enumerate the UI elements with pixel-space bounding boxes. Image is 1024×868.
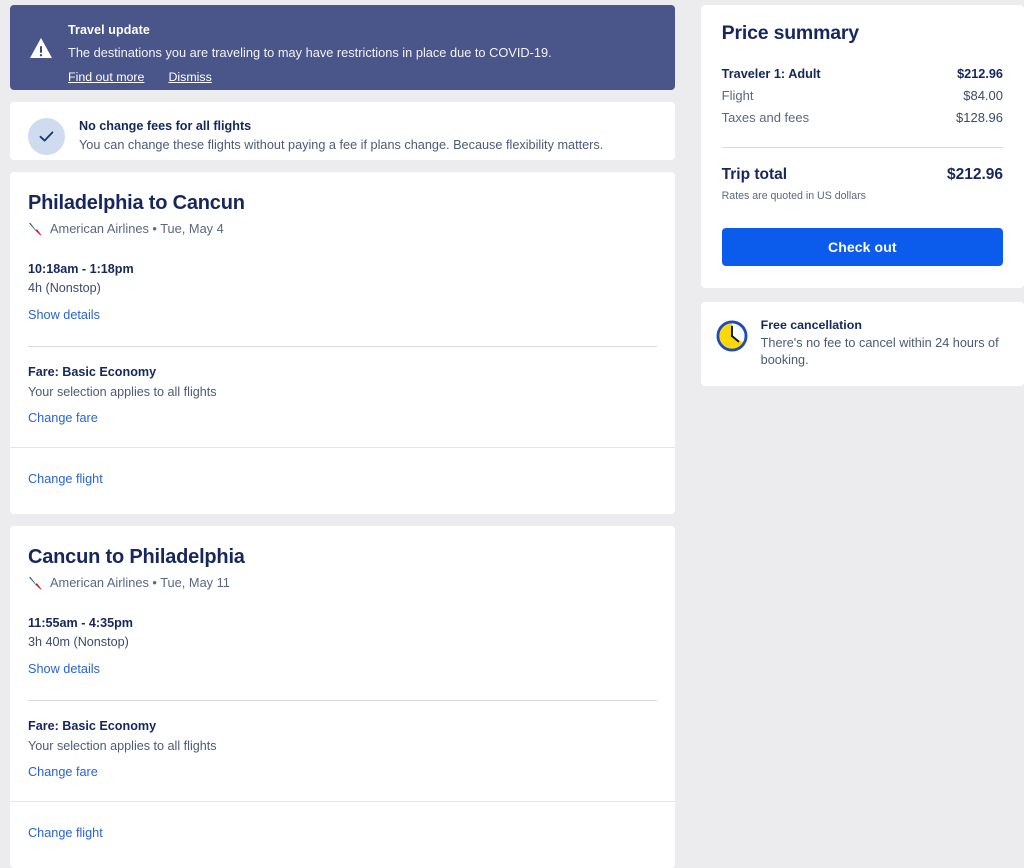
flight-summary: Cancun to Philadelphia American Airlines… (10, 526, 675, 678)
change-flight-link[interactable]: Change flight (28, 472, 103, 486)
price-row-label: Taxes and fees (721, 110, 810, 125)
travel-update-title: Travel update (68, 23, 150, 37)
fare-section: Fare: Basic Economy Your selection appli… (10, 347, 675, 447)
travel-update-text: The destinations you are traveling to ma… (68, 45, 552, 60)
no-change-fees-text: You can change these flights without pay… (79, 138, 604, 152)
flight-route-title: Cancun to Philadelphia (28, 546, 245, 568)
flight-times: 10:18am - 1:18pm (28, 262, 134, 276)
fare-subtext: Your selection applies to all flights (28, 739, 217, 753)
price-summary-card: Price summary Traveler 1: Adult $212.96 … (700, 5, 1024, 288)
fare-section: Fare: Basic Economy Your selection appli… (10, 701, 675, 801)
price-row-value: $84.00 (963, 88, 1003, 103)
clock-icon (715, 319, 749, 353)
change-flight-section: Change flight (10, 448, 675, 514)
divider (10, 801, 675, 802)
american-airlines-logo (28, 576, 43, 590)
travel-update-banner: Travel update The destinations you are t… (10, 5, 675, 90)
flight-summary: Philadelphia to Cancun American Airlines… (10, 172, 675, 324)
price-row-traveler: Traveler 1: Adult $212.96 (722, 67, 1003, 81)
no-change-fees-title: No change fees for all flights (79, 119, 252, 133)
price-row-flight: Flight $84.00 (722, 88, 1003, 103)
trip-total-label: Trip total (721, 166, 788, 183)
change-flight-section: Change flight (10, 802, 675, 868)
flight-airline-text: American Airlines • Tue, May 4 (50, 221, 224, 236)
right-column: Price summary Traveler 1: Adult $212.96 … (700, 0, 1024, 861)
warning-triangle-icon (28, 35, 54, 61)
price-row-taxes: Taxes and fees $128.96 (722, 110, 1003, 125)
flight-route-title: Philadelphia to Cancun (28, 192, 245, 214)
fare-title: Fare: Basic Economy (28, 719, 157, 733)
change-fare-link[interactable]: Change fare (28, 411, 98, 425)
fare-subtext: Your selection applies to all flights (28, 385, 217, 399)
trip-total-value: $212.96 (946, 166, 1003, 183)
show-details-link[interactable]: Show details (28, 662, 100, 676)
free-cancellation-body: Free cancellation There's no fee to canc… (761, 318, 1006, 369)
change-flight-link[interactable]: Change flight (28, 826, 103, 840)
change-fare-link[interactable]: Change fare (28, 765, 98, 779)
free-cancellation-title: Free cancellation (760, 318, 862, 332)
travel-update-links: Find out more Dismiss (68, 70, 552, 84)
flight-times: 11:55am - 4:35pm (28, 616, 134, 630)
flight-duration: 4h (Nonstop) (28, 281, 101, 295)
show-details-link[interactable]: Show details (28, 308, 100, 322)
divider (10, 447, 675, 448)
no-change-fees-card: No change fees for all flights You can c… (10, 102, 675, 160)
fare-title: Fare: Basic Economy (28, 365, 157, 379)
currency-note: Rates are quoted in US dollars (721, 190, 866, 202)
american-airlines-logo (28, 222, 43, 236)
trip-total-row: Trip total $212.96 (722, 166, 1003, 184)
dismiss-link[interactable]: Dismiss (168, 70, 212, 85)
flight-airline-row: American Airlines • Tue, May 11 (28, 575, 657, 590)
price-summary-title: Price summary (721, 22, 859, 44)
divider (28, 346, 657, 347)
free-cancellation-card: Free cancellation There's no fee to canc… (700, 302, 1024, 386)
left-column: Travel update The destinations you are t… (10, 0, 675, 868)
price-row-label: Traveler 1: Adult (721, 67, 821, 81)
no-change-fees-body: No change fees for all flights You can c… (79, 116, 603, 154)
price-row-label: Flight (721, 88, 754, 103)
flight-duration: 3h 40m (Nonstop) (28, 635, 129, 649)
check-out-button[interactable]: Check out (721, 228, 1003, 266)
free-cancellation-text: There's no fee to cancel within 24 hours… (760, 336, 999, 367)
flight-airline-text: American Airlines • Tue, May 11 (50, 575, 230, 590)
travel-update-body: Travel update The destinations you are t… (68, 21, 552, 84)
divider (28, 700, 657, 701)
flight-card-outbound: Philadelphia to Cancun American Airlines… (10, 172, 675, 514)
flight-card-return: Cancun to Philadelphia American Airlines… (10, 526, 675, 868)
price-row-value: $128.96 (956, 110, 1003, 125)
check-circle-icon (28, 118, 65, 155)
divider (721, 147, 1003, 148)
price-row-value: $212.96 (957, 67, 1003, 81)
find-out-more-link[interactable]: Find out more (68, 70, 145, 85)
flight-airline-row: American Airlines • Tue, May 4 (28, 221, 657, 236)
